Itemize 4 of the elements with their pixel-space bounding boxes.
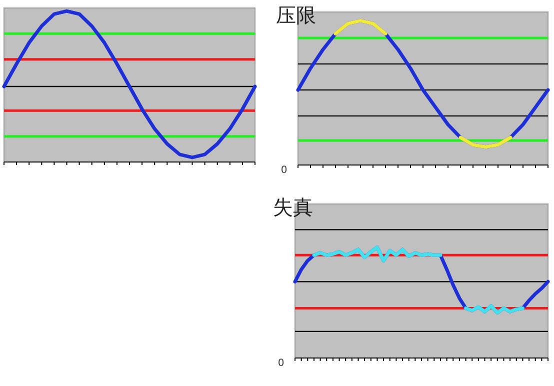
- chart-title: 失真: [273, 195, 313, 219]
- text: 0: [278, 358, 284, 369]
- chart-title: 压限: [276, 3, 316, 27]
- text: 0: [280, 165, 288, 176]
